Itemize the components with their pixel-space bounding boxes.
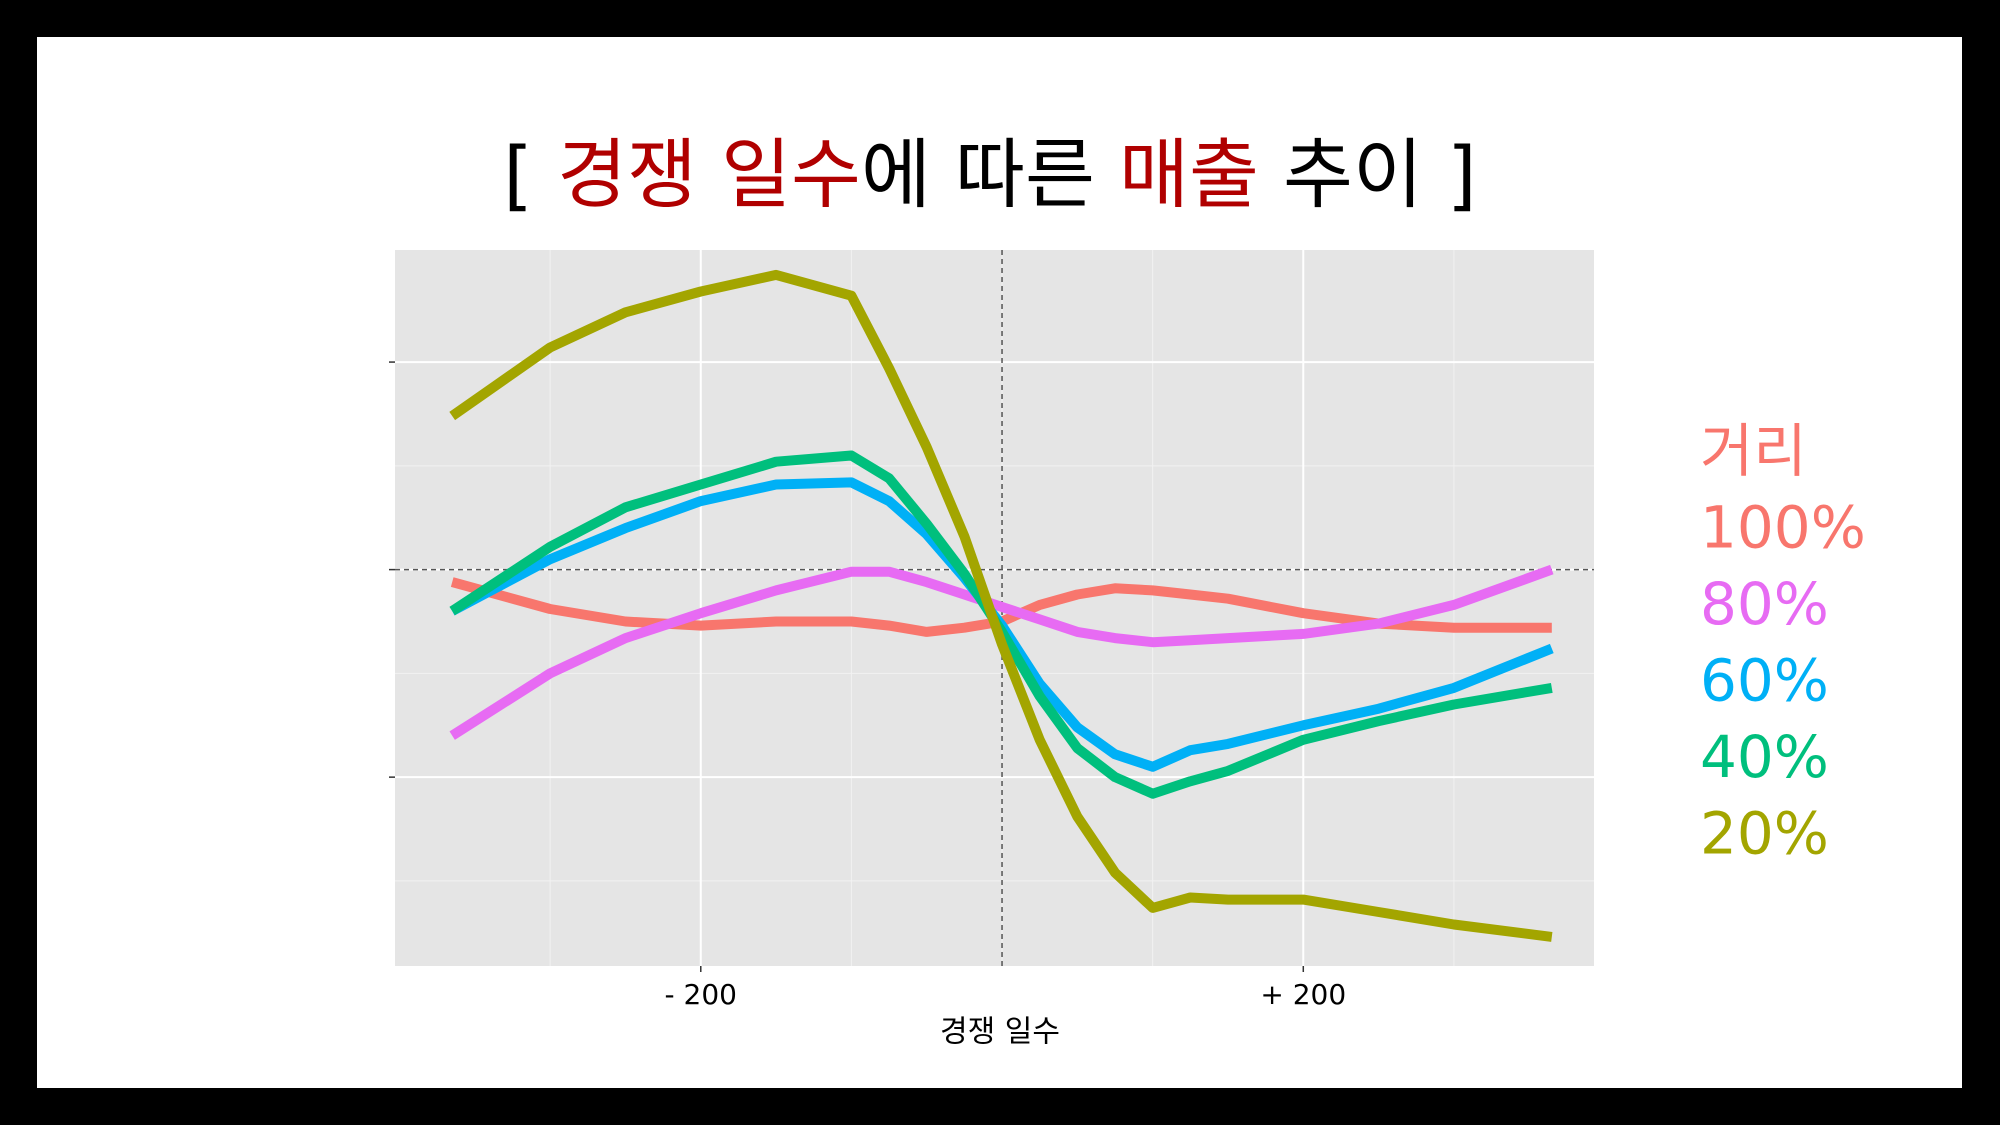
legend-entry: 60% [1700, 647, 1829, 715]
legend-entry: 100% [1700, 494, 1866, 562]
x-axis-label: 경쟁 일수 [940, 1015, 1060, 1050]
series-line [449, 450, 1553, 799]
legend-entry: 80% [1700, 570, 1829, 638]
title-segment: 추이 ] [1259, 130, 1477, 219]
legend-title: 거리 [1700, 417, 1807, 485]
x-tick-label: + 200 [1260, 978, 1346, 1011]
title-segment: 에 따른 [861, 130, 1119, 219]
title-segment: [ [503, 130, 557, 219]
series-line [449, 564, 1554, 740]
legend-entry: 20% [1700, 800, 1829, 868]
title-segment: 매출 [1119, 130, 1259, 219]
chart-title: [ 경쟁 일수에 따른 매출 추이 ] [503, 130, 1476, 219]
x-tick-label: - 200 [665, 978, 737, 1011]
legend-entry: 40% [1700, 723, 1829, 791]
series-line [449, 269, 1553, 942]
title-segment: 경쟁 일수 [557, 130, 861, 219]
